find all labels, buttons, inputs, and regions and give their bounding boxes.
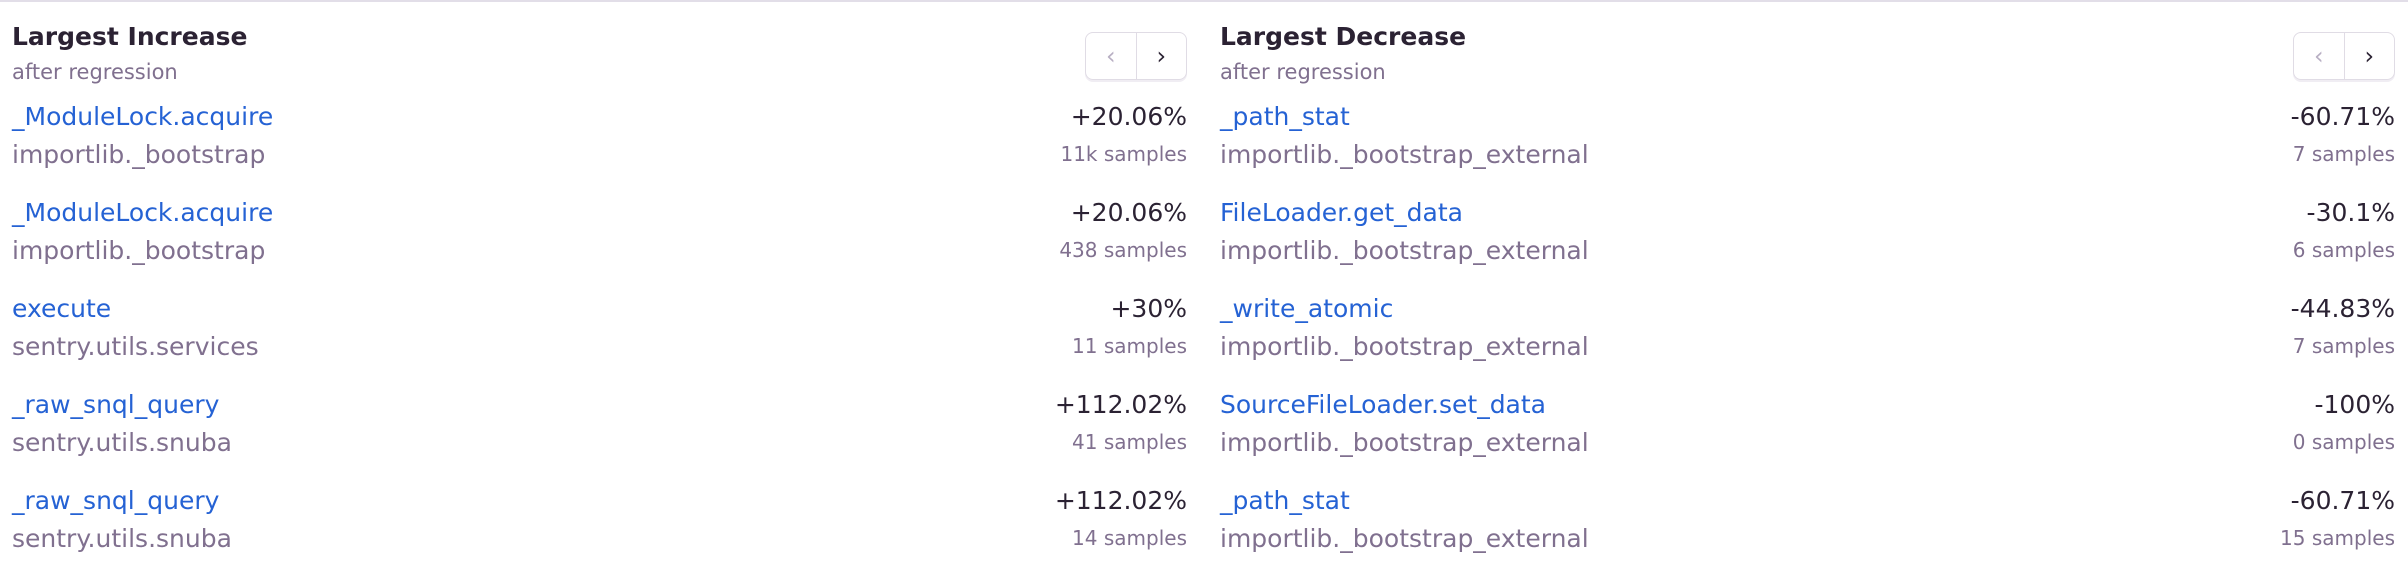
previous-page-button[interactable]: ‹ xyxy=(2294,33,2345,79)
package-name: sentry.utils.services xyxy=(12,332,259,361)
list-item: _path_stat importlib._bootstrap_external -… xyxy=(1220,102,2395,198)
pagination-buttons: ‹ › xyxy=(2293,32,2395,80)
list-item: FileLoader.get_data importlib._bootstrap_… xyxy=(1220,198,2395,294)
chevron-left-icon: ‹ xyxy=(1105,42,1116,70)
package-name: importlib._bootstrap_external xyxy=(1220,332,1589,361)
sample-count: 7 samples xyxy=(2292,334,2395,358)
next-page-button[interactable]: › xyxy=(1137,33,1187,79)
function-link[interactable]: _ModuleLock.acquire xyxy=(12,198,274,227)
function-link[interactable]: _write_atomic xyxy=(1220,294,1394,323)
percent-change: -100% xyxy=(2314,390,2396,419)
pagination-buttons: ‹ › xyxy=(1085,32,1187,80)
list-item: _write_atomic importlib._bootstrap_extern… xyxy=(1220,294,2395,390)
package-name: importlib._bootstrap_external xyxy=(1220,140,1589,169)
function-link[interactable]: execute xyxy=(12,294,112,323)
sample-count: 7 samples xyxy=(2292,142,2395,166)
previous-page-button[interactable]: ‹ xyxy=(1086,33,1137,79)
percent-change: -30.1% xyxy=(2306,198,2395,227)
sample-count: 11 samples xyxy=(1072,334,1187,358)
package-name: importlib._bootstrap_external xyxy=(1220,236,1589,265)
function-link[interactable]: _raw_snql_query xyxy=(12,390,220,419)
package-name: importlib._bootstrap_external xyxy=(1220,524,1589,553)
sample-count: 11k samples xyxy=(1060,142,1187,166)
percent-change: -60.71% xyxy=(2290,102,2395,131)
function-link[interactable]: SourceFileLoader.set_data xyxy=(1220,390,1547,419)
list-item: _ModuleLock.acquire importlib._bootstrap +… xyxy=(12,102,1187,198)
package-name: importlib._bootstrap xyxy=(12,140,266,169)
percent-change: -44.83% xyxy=(2290,294,2395,323)
panel-subtitle: after regression xyxy=(12,60,178,84)
list-item: _path_stat importlib._bootstrap_external -… xyxy=(1220,486,2395,582)
chevron-left-icon: ‹ xyxy=(2313,42,2324,70)
function-list: _path_stat importlib._bootstrap_external -… xyxy=(1220,102,2395,582)
chevron-right-icon: › xyxy=(1156,42,1167,70)
sample-count: 6 samples xyxy=(2292,238,2395,262)
next-page-button[interactable]: › xyxy=(2345,33,2395,79)
package-name: importlib._bootstrap xyxy=(12,236,266,265)
sample-count: 438 samples xyxy=(1059,238,1187,262)
panel-subtitle: after regression xyxy=(1220,60,1386,84)
list-item: _ModuleLock.acquire importlib._bootstrap +… xyxy=(12,198,1187,294)
percent-change: +112.02% xyxy=(1054,390,1187,419)
panel-title: Largest Decrease xyxy=(1220,22,1467,51)
function-link[interactable]: _ModuleLock.acquire xyxy=(12,102,274,131)
package-name: importlib._bootstrap_external xyxy=(1220,428,1589,457)
function-list: _ModuleLock.acquire importlib._bootstrap +… xyxy=(12,102,1187,582)
panel-title: Largest Increase xyxy=(12,22,248,51)
list-item: execute sentry.utils.services +30% 11 sampl… xyxy=(12,294,1187,390)
chevron-right-icon: › xyxy=(2364,42,2375,70)
function-link[interactable]: _path_stat xyxy=(1220,102,1350,131)
percent-change: +20.06% xyxy=(1070,198,1187,227)
function-link[interactable]: _raw_snql_query xyxy=(12,486,220,515)
list-item: _raw_snql_query sentry.utils.snuba +112.02… xyxy=(12,390,1187,486)
sample-count: 41 samples xyxy=(1072,430,1187,454)
percent-change: +20.06% xyxy=(1070,102,1187,131)
percent-change: -60.71% xyxy=(2290,486,2395,515)
function-link[interactable]: _path_stat xyxy=(1220,486,1350,515)
percent-change: +112.02% xyxy=(1054,486,1187,515)
percent-change: +30% xyxy=(1110,294,1187,323)
sample-count: 14 samples xyxy=(1072,526,1187,550)
sample-count: 0 samples xyxy=(2292,430,2395,454)
sample-count: 15 samples xyxy=(2280,526,2395,550)
function-link[interactable]: FileLoader.get_data xyxy=(1220,198,1463,227)
list-item: SourceFileLoader.set_data importlib._boot… xyxy=(1220,390,2395,486)
list-item: _raw_snql_query sentry.utils.snuba +112.02… xyxy=(12,486,1187,582)
package-name: sentry.utils.snuba xyxy=(12,428,232,457)
package-name: sentry.utils.snuba xyxy=(12,524,232,553)
